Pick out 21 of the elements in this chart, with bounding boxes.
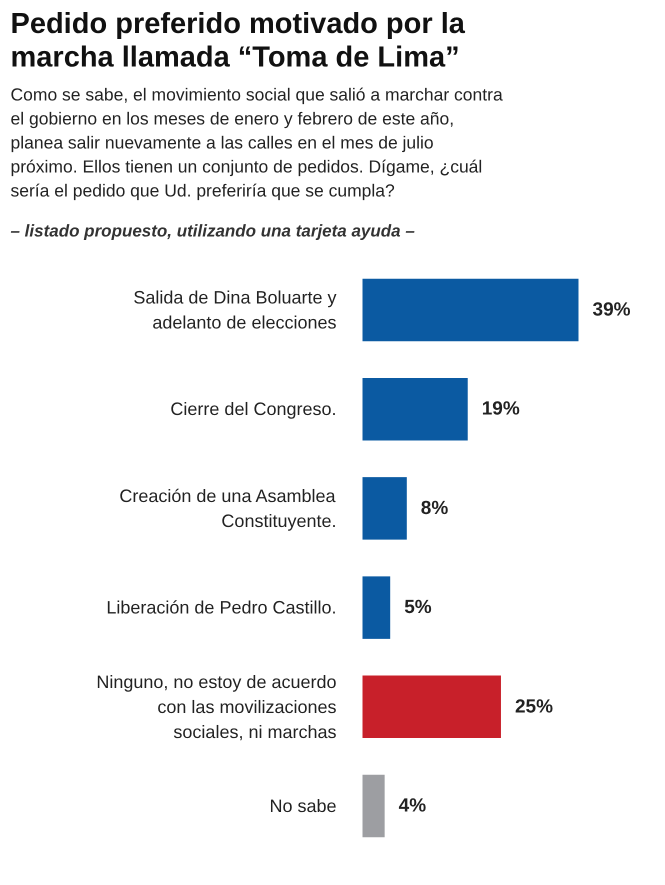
bar [362, 378, 468, 440]
y-tick-label: Creación de una Asamblea Constituyente. [119, 486, 337, 531]
bar [362, 774, 385, 838]
data-label: 25% [514, 696, 554, 718]
data-label: 8% [420, 498, 448, 519]
data-label: 19% [482, 398, 520, 420]
y-tick-label: Cierre del Congreso. [170, 399, 336, 420]
text: – listado propuesto, utilizando una tarjeta ayuda – [10, 222, 416, 240]
bar [362, 576, 390, 639]
data-label: 4% [398, 795, 426, 816]
y-tick-label: Liberación de Pedro Castillo. [106, 598, 337, 618]
y-tick-label: No sabe [269, 796, 337, 816]
chart-subtitle: Como se sabe, el movimiento social que salió a marchar contra el gobierno en los meses de enero y febrero de este año, planea salir nuevamente a las calles en el mes de julio próximo. Ellos tienen un conjunto de pedidos. Dígame, ¿cuál sería el pedido que Ud. preferiría que se cumpla? [10, 84, 503, 200]
data-label: 39% [592, 300, 631, 321]
bar [362, 676, 501, 738]
bar [362, 477, 407, 540]
data-label: 5% [404, 597, 432, 618]
bar [362, 278, 578, 342]
y-tick-label: Salida de Dina Boluarte y adelanto de elecciones [133, 288, 336, 333]
y-tick-label: Ninguno, no estoy de acuerdo con las movilizaciones sociales, ni marchas [96, 672, 337, 742]
chart-title: Pedido preferido motivado por la marcha llamada “Toma de Lima” [10, 8, 466, 74]
